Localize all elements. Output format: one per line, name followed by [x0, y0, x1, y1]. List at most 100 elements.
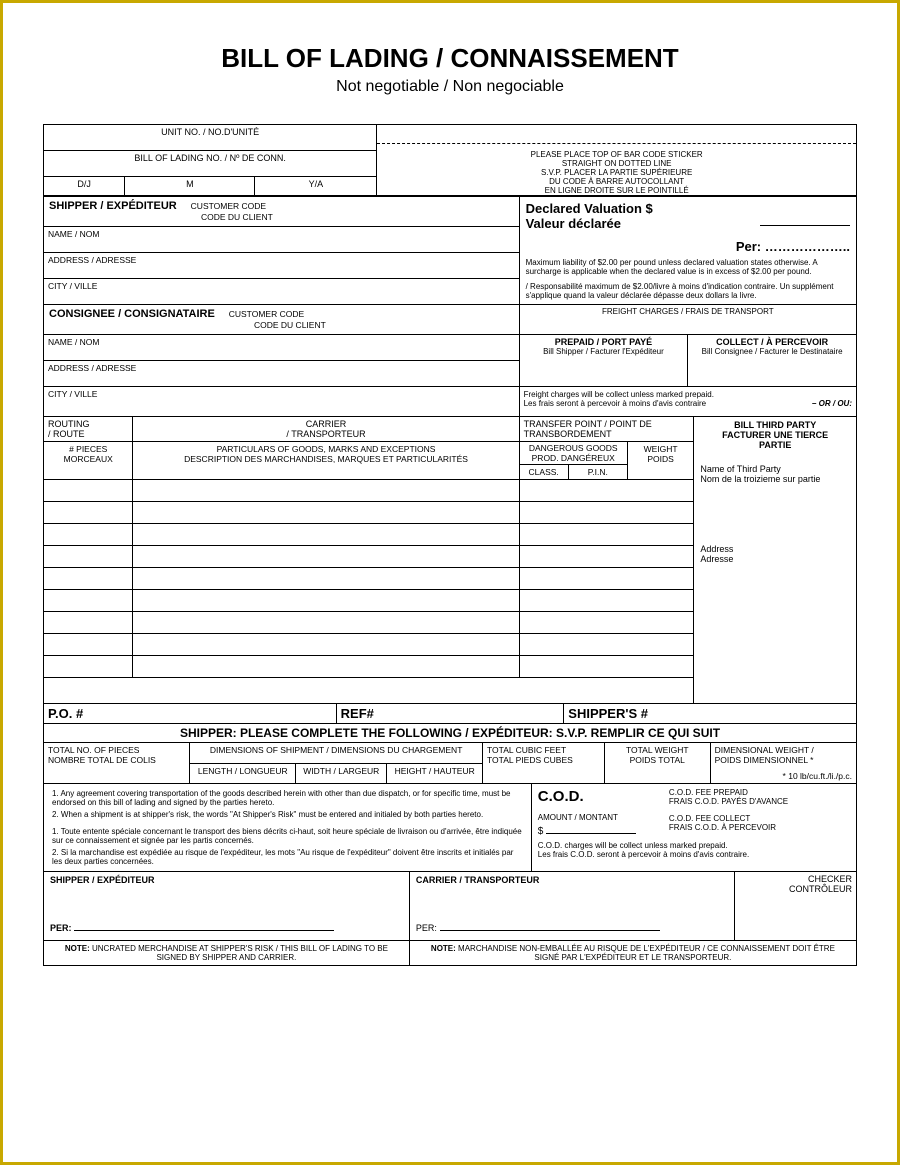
valuation-header: Declared Valuation $ — [526, 201, 653, 216]
unit-no-label: UNIT NO. / NO.D'UNITÉ — [44, 125, 377, 151]
desc-fr: DESCRIPTION DES MARCHANDISES, MARQUES ET… — [137, 454, 514, 464]
terms-en1: 1. Any agreement covering transportation… — [52, 789, 523, 807]
consignee-header: CONSIGNEE / CONSIGNATAIRE — [49, 308, 215, 320]
checker: CHECKER — [739, 874, 852, 884]
dim-weight-fr: POIDS DIMENSIONNEL * — [715, 755, 852, 765]
height: HEIGHT / HAUTEUR — [387, 763, 483, 784]
transbord: TRANSBORDEMENT — [524, 429, 690, 439]
terms-fr1: 1. Toute entente spéciale concernant le … — [52, 827, 523, 845]
particulars: PARTICULARS OF GOODS, MARKS AND EXCEPTIO… — [137, 444, 514, 454]
shipper-header: SHIPPER / EXPÉDITEUR — [49, 200, 177, 212]
bol-no-label: BILL OF LADING NO. / Nº DE CONN. — [44, 151, 377, 177]
route: / ROUTE — [48, 429, 128, 439]
morceaux: MORCEAUX — [48, 454, 128, 464]
tp-name-en: Name of Third Party — [700, 464, 850, 474]
top-block: UNIT NO. / NO.D'UNITÉ PLEASE PLACE TOP O… — [43, 124, 857, 196]
fee-prepaid-fr: FRAIS C.O.D. PAYÉS D'AVANCE — [669, 797, 850, 806]
freight-or: – OR / OU: — [812, 399, 852, 408]
collect-sub: Bill Consignee / Facturer le Destinatair… — [692, 347, 852, 356]
length: LENGTH / LONGUEUR — [190, 763, 296, 784]
tot-weight: TOTAL WEIGHT — [609, 745, 706, 755]
prepaid-sub: Bill Shipper / Facturer l'Expéditeur — [524, 347, 684, 356]
cod-amount: AMOUNT / MONTANT — [538, 813, 669, 822]
doc-title: BILL OF LADING / CONNAISSEMENT — [43, 43, 857, 74]
cod-note-en: C.O.D. charges will be collect unless ma… — [538, 841, 850, 850]
terms-cod-block: 1. Any agreement covering transportation… — [43, 784, 857, 872]
tp-addr-fr: Adresse — [700, 554, 850, 564]
terms-fr2: 2. Si la marchandise est expédiée au ris… — [52, 848, 523, 866]
sign-shipper: SHIPPER / EXPÉDITEUR — [50, 875, 403, 885]
consignee-codeclient: CODE DU CLIENT — [254, 320, 326, 330]
freight-header: FREIGHT CHARGES / FRAIS DE TRANSPORT — [519, 305, 856, 335]
shipper-codeclient: CODE DU CLIENT — [201, 212, 273, 222]
shipper-city: CITY / VILLE — [44, 279, 520, 305]
ya-label: Y/A — [255, 177, 377, 196]
consignee-custcode: CUSTOMER CODE — [229, 309, 304, 319]
carrier: CARRIER — [137, 419, 514, 429]
barcode-text-2: STRAIGHT ON DOTTED LINE — [377, 159, 856, 168]
valuation-fr-text: / Responsabilité maximum de $2.00/livre … — [526, 282, 850, 300]
barcode-text-4: DU CODE À BARRE AUTOCOLLANT — [377, 177, 856, 186]
barcode-text-5: EN LIGNE DROITE SUR LE POINTILLÉ — [377, 186, 856, 195]
shippers: SHIPPER'S # — [564, 704, 857, 724]
cubic: TOTAL CUBIC FEET — [487, 745, 600, 755]
tp-name-fr: Nom de la troizieme sur partie — [700, 474, 850, 484]
valuation-en: Maximum liability of $2.00 per pound unl… — [526, 258, 850, 276]
shipper-custcode: CUSTOMER CODE — [191, 201, 266, 211]
note-left: UNCRATED MERCHANDISE AT SHIPPER'S RISK /… — [92, 944, 388, 962]
barcode-text-3: S.V.P. PLACER LA PARTIE SUPÉRIEURE — [377, 168, 856, 177]
width: WIDTH / LARGEUR — [296, 763, 387, 784]
fee-collect-fr: FRAIS C.O.D. À PERCEVOIR — [669, 823, 850, 832]
pin: P.I.N. — [568, 465, 627, 480]
po: P.O. # — [44, 704, 337, 724]
pieces: # PIECES — [48, 444, 128, 454]
weight: WEIGHT — [632, 444, 690, 454]
dim-weight: DIMENSIONAL WEIGHT / — [715, 745, 852, 755]
collect: COLLECT / À PERCEVOIR — [692, 337, 852, 347]
tot-pieces-fr: NOMBRE TOTAL DE COLIS — [48, 755, 185, 765]
prepaid: PREPAID / PORT PAYÉ — [524, 337, 684, 347]
class: CLASS. — [520, 465, 569, 480]
valuation-per: Per: — [736, 239, 761, 254]
sign-per-right: PER: — [416, 923, 437, 933]
tp-addr-en: Address — [700, 544, 850, 554]
cod-dollar: $ — [538, 826, 544, 837]
ref: REF# — [336, 704, 564, 724]
transfer: TRANSFER POINT / POINT DE — [524, 419, 690, 429]
consignee-freight-block: CONSIGNEE / CONSIGNATAIRE CUSTOMER CODE … — [43, 305, 857, 417]
tp-header2: FACTURER UNE TIERCE — [700, 430, 850, 440]
valuation-fr: Valeur déclarée — [526, 216, 621, 231]
cubic-fr: TOTAL PIEDS CUBES — [487, 755, 600, 765]
dj-label: D/J — [44, 177, 125, 196]
tot-pieces: TOTAL NO. OF PIECES — [48, 745, 185, 755]
dangerous-fr: PROD. DANGÉREUX — [521, 453, 626, 463]
refs-block: P.O. # REF# SHIPPER'S # — [43, 704, 857, 724]
fee-collect: C.O.D. FEE COLLECT — [669, 814, 850, 823]
checker-fr: CONTRÔLEUR — [739, 884, 852, 894]
m-label: M — [125, 177, 255, 196]
note-right: MARCHANDISE NON-EMBALLÉE AU RISQUE DE L'… — [458, 944, 835, 962]
shipper-address: ADDRESS / ADRESSE — [44, 253, 520, 279]
routing: ROUTING — [48, 419, 128, 429]
tp-header1: BILL THIRD PARTY — [700, 420, 850, 430]
dangerous: DANGEROUS GOODS — [521, 443, 626, 453]
sign-block: SHIPPER / EXPÉDITEUR PER: CARRIER / TRAN… — [43, 872, 857, 966]
complete-block: SHIPPER: PLEASE COMPLETE THE FOLLOWING /… — [43, 724, 857, 784]
barcode-text-1: PLEASE PLACE TOP OF BAR CODE STICKER — [377, 150, 856, 159]
transporteur: / TRANSPORTEUR — [137, 429, 514, 439]
fee-prepaid: C.O.D. FEE PREPAID — [669, 788, 850, 797]
consignee-address: ADDRESS / ADRESSE — [44, 361, 520, 387]
freight-note-en: Freight charges will be collect unless m… — [524, 390, 852, 399]
dims: DIMENSIONS OF SHIPMENT / DIMENSIONS DU C… — [190, 743, 483, 764]
sign-carrier: CARRIER / TRANSPORTEUR — [416, 875, 728, 885]
terms-en2: 2. When a shipment is at shipper's risk,… — [52, 810, 523, 819]
cod-header: C.O.D. — [538, 788, 669, 805]
ratio: * 10 lb/cu.ft./li./p.c. — [715, 771, 852, 781]
valuation-dots: ……………….. — [765, 239, 850, 254]
sign-per-left: PER: — [50, 923, 72, 933]
tot-weight-fr: POIDS TOTAL — [609, 755, 706, 765]
freight-note-fr: Les frais seront à percevoir à moins d'a… — [524, 399, 707, 408]
poids: POIDS — [632, 454, 690, 464]
complete-header: SHIPPER: PLEASE COMPLETE THE FOLLOWING /… — [44, 724, 857, 743]
tp-header3: PARTIE — [700, 440, 850, 450]
